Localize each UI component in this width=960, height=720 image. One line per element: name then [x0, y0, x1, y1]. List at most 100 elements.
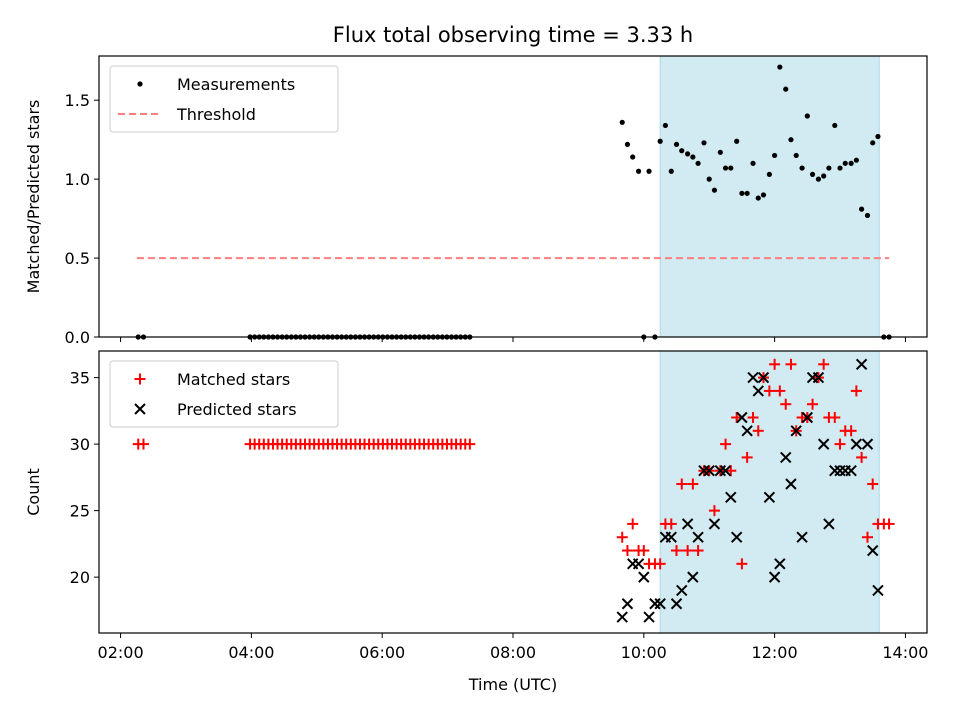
measurement-point: [711, 187, 718, 193]
predicted-star-point: [817, 438, 830, 450]
x-stroke-b: [676, 584, 688, 597]
predicted-star-point: [643, 611, 655, 623]
matched-star-point: [867, 478, 879, 490]
matched-star-point: [708, 505, 720, 517]
predicted-star-point: [670, 598, 683, 610]
x-stroke-b: [747, 371, 759, 384]
matched-star-point: [665, 518, 677, 530]
legend: Matched stars Predicted stars: [109, 360, 339, 428]
measurement-point: [750, 160, 756, 166]
measurement-point: [815, 176, 822, 182]
predicted-star-point: [747, 371, 759, 384]
measurement-point: [728, 165, 734, 171]
matched-star-point: [763, 385, 775, 397]
y-axis-label: Count: [24, 468, 43, 516]
x-stroke-b: [861, 438, 874, 450]
legend-label: Matched stars: [177, 370, 290, 389]
measurement-point: [668, 168, 674, 174]
predicted-star-point: [698, 465, 710, 477]
matched-star-point: [807, 398, 819, 410]
predicted-star-point: [796, 531, 808, 543]
predicted-star-point: [774, 558, 786, 570]
x-stroke-b: [774, 558, 786, 570]
measurement-point: [848, 160, 854, 166]
matched-star-point: [769, 358, 781, 370]
legend-marker-measurements: [137, 81, 143, 87]
measurement-point: [864, 212, 871, 219]
legend-box: [109, 65, 339, 133]
bottom-panel: 20 25 30 35 02:00 04:00 06:00 08:00 10:00 12:00 14…: [24, 350, 928, 694]
matched-star-point: [627, 518, 639, 530]
y-tick-label: 35: [70, 369, 90, 388]
matched-star-point: [736, 558, 748, 570]
measurement-point: [772, 152, 778, 159]
predicted-star-point: [719, 465, 732, 477]
matched-star-point: [861, 531, 873, 543]
matched-star-point: [752, 425, 764, 437]
x-stroke-b: [855, 358, 868, 371]
y-tick-label: 1.0: [65, 170, 90, 189]
legend-label: Threshold: [176, 105, 256, 124]
observing-window-span: [659, 350, 880, 634]
x-stroke-b: [708, 518, 721, 530]
measurement-point: [685, 151, 691, 157]
series-measurements: [135, 64, 892, 340]
measurement-point: [679, 148, 685, 154]
x-stroke-b: [801, 411, 814, 424]
legend-label: Predicted stars: [177, 400, 297, 419]
x-stroke-b: [687, 571, 699, 583]
y-tick-label: 25: [70, 502, 90, 521]
predicted-star-point: [676, 584, 688, 597]
matched-star-point: [638, 545, 650, 557]
matched-star-point: [741, 451, 753, 463]
x-stroke-b: [763, 491, 776, 504]
measurement-point: [657, 138, 663, 144]
x-stroke-b: [681, 518, 694, 530]
predicted-star-point: [757, 371, 770, 384]
measurement-point: [755, 195, 761, 201]
predicted-star-point: [638, 571, 650, 583]
matched-star-point: [780, 398, 792, 410]
x-stroke-b: [638, 571, 650, 583]
matched-star-point: [856, 451, 868, 463]
x-stroke-b: [829, 465, 841, 477]
measurement-point: [722, 165, 729, 171]
predicted-star-point: [708, 518, 721, 530]
x-stroke-b: [780, 451, 792, 464]
measurement-point: [635, 168, 642, 174]
measurement-point: [793, 152, 799, 159]
x-stroke-b: [654, 598, 666, 610]
matched-star-point: [829, 412, 841, 424]
x-axis-label: Time (UTC): [468, 675, 557, 694]
matched-star-point: [682, 545, 694, 557]
matched-star-point: [720, 438, 732, 450]
measurement-point: [717, 149, 723, 155]
predicted-star-point: [861, 438, 874, 450]
predicted-star-point: [867, 544, 879, 557]
top-panel: 0.0 0.5 1.0 1.5 Matched/Predicted stars Measu…: [24, 55, 928, 347]
x-stroke-b: [714, 465, 727, 477]
matched-star-point: [687, 478, 699, 490]
matched-star-point: [654, 558, 666, 570]
predicted-star-point: [703, 465, 715, 477]
y-tick-label: 1.5: [65, 91, 90, 110]
predicted-star-point: [823, 518, 835, 530]
y-tick-label: 0.5: [65, 249, 90, 268]
y-tick-label: 30: [70, 435, 90, 454]
measurement-point: [821, 173, 827, 179]
matched-star-point: [834, 438, 846, 450]
predicted-star-point: [801, 411, 814, 424]
x-tick-label: 12:00: [752, 643, 798, 662]
x-stroke-b: [632, 558, 645, 570]
matched-star-point: [725, 465, 737, 477]
matched-star-point: [731, 412, 743, 424]
predicted-star-point: [621, 598, 634, 610]
measurement-point: [690, 154, 696, 160]
predicted-star-point: [872, 584, 884, 597]
x-stroke-b: [621, 598, 634, 610]
predicted-star-point: [616, 611, 628, 623]
predicted-star-point: [763, 491, 776, 504]
measurement-point: [809, 171, 816, 177]
x-tick-label: 10:00: [621, 643, 667, 662]
measurement-point: [624, 141, 631, 148]
